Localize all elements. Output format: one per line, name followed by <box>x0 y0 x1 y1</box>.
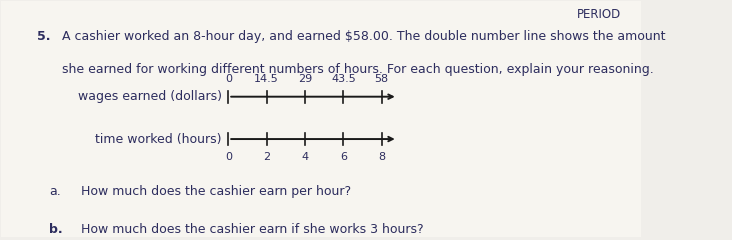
Text: 29: 29 <box>298 74 312 84</box>
Text: How much does the cashier earn if she works 3 hours?: How much does the cashier earn if she wo… <box>81 222 424 236</box>
Text: A cashier worked an 8-hour day, and earned $58.00. The double number line shows : A cashier worked an 8-hour day, and earn… <box>62 30 665 43</box>
Text: b.: b. <box>49 222 63 236</box>
Text: time worked (hours): time worked (hours) <box>95 132 222 145</box>
Text: 5.: 5. <box>37 30 50 43</box>
Text: 2: 2 <box>263 152 270 162</box>
Text: 0: 0 <box>225 152 232 162</box>
Text: 4: 4 <box>302 152 308 162</box>
Text: wages earned (dollars): wages earned (dollars) <box>78 90 222 103</box>
Text: PERIOD: PERIOD <box>577 8 621 21</box>
Text: she earned for working different numbers of hours. For each question, explain yo: she earned for working different numbers… <box>62 63 654 76</box>
Text: 0: 0 <box>225 74 232 84</box>
Text: 6: 6 <box>340 152 347 162</box>
Text: 43.5: 43.5 <box>331 74 356 84</box>
Text: 58: 58 <box>375 74 389 84</box>
Text: How much does the cashier earn per hour?: How much does the cashier earn per hour? <box>81 185 351 198</box>
Text: 8: 8 <box>378 152 385 162</box>
Text: 14.5: 14.5 <box>254 74 279 84</box>
FancyBboxPatch shape <box>1 1 640 237</box>
Text: a.: a. <box>49 185 61 198</box>
